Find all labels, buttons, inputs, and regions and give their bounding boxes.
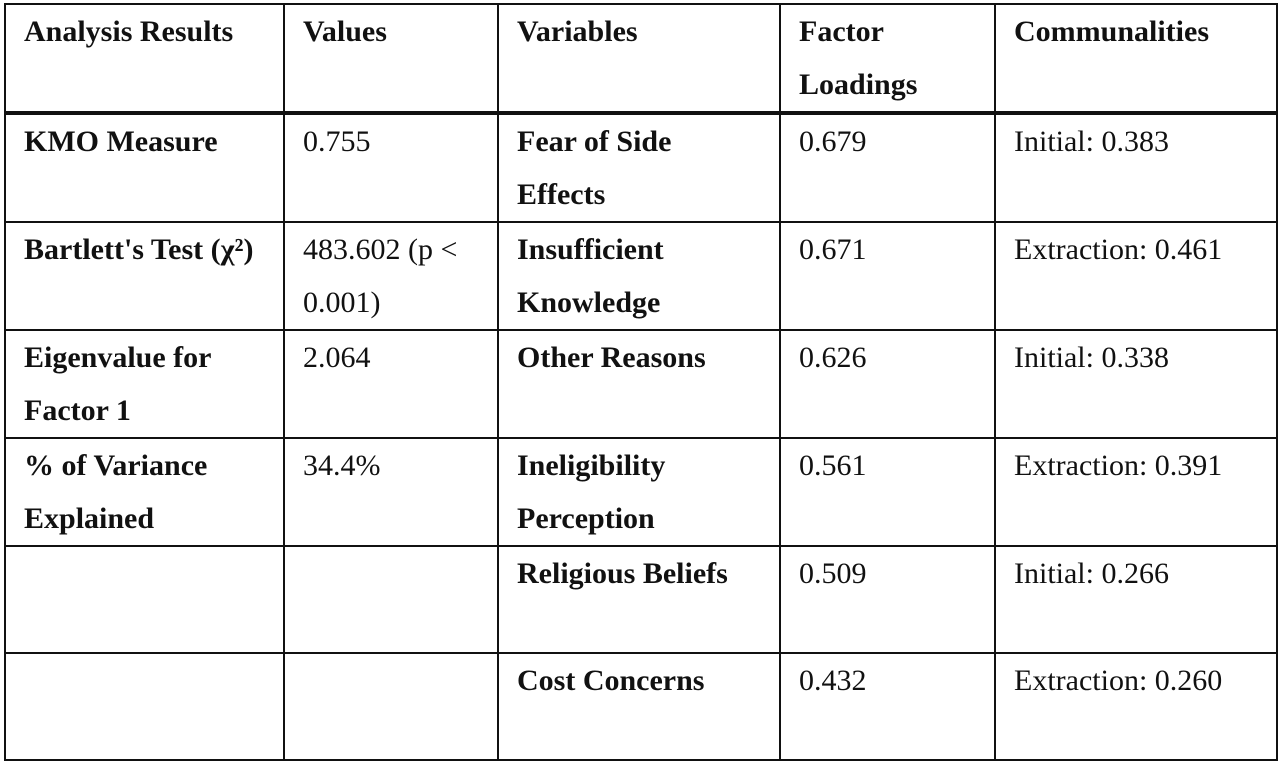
- header-cell: Communalities: [994, 3, 1278, 115]
- table-cell: Extraction: 0.391: [994, 437, 1278, 547]
- table-cell: 0.671: [779, 221, 996, 331]
- table-body: KMO Measure 0.755 Fear of Side Effects 0.67…: [4, 112, 1278, 761]
- table-cell: Ineligibility Perception: [497, 437, 781, 547]
- results-table: Analysis Results Values Variables Factor Lo…: [4, 3, 1278, 761]
- table-cell: Initial: 0.266: [994, 545, 1278, 654]
- table-cell: Other Reasons: [497, 329, 781, 439]
- table-row: Eigenvalue for Factor 1 2.064 Other Reason…: [4, 329, 1278, 439]
- table-cell: Cost Concerns: [497, 652, 781, 761]
- header-row: Analysis Results Values Variables Factor Lo…: [4, 3, 1278, 115]
- table-cell: % of Variance Explained: [4, 437, 285, 547]
- header-cell: Variables: [497, 3, 781, 115]
- table-cell: Bartlett's Test (χ²): [4, 221, 285, 331]
- table-cell: Initial: 0.338: [994, 329, 1278, 439]
- table-cell: Eigenvalue for Factor 1: [4, 329, 285, 439]
- table-cell: 0.509: [779, 545, 996, 654]
- table-row: Bartlett's Test (χ²) 483.602 (p < 0.001) I…: [4, 221, 1278, 331]
- header-cell: Factor Loadings: [779, 3, 996, 115]
- table-cell: 483.602 (p < 0.001): [283, 221, 499, 331]
- table-cell: 0.755: [283, 112, 499, 223]
- table-cell: KMO Measure: [4, 112, 285, 223]
- table-cell: Fear of Side Effects: [497, 112, 781, 223]
- table-cell: 2.064: [283, 329, 499, 439]
- table-cell: 0.679: [779, 112, 996, 223]
- table-cell: [283, 652, 499, 761]
- table-cell: [4, 652, 285, 761]
- header-cell: Analysis Results: [4, 3, 285, 115]
- table-cell: Religious Beliefs: [497, 545, 781, 654]
- header-cell: Values: [283, 3, 499, 115]
- table-row: KMO Measure 0.755 Fear of Side Effects 0.67…: [4, 112, 1278, 223]
- table-row: % of Variance Explained 34.4% Ineligibilit…: [4, 437, 1278, 547]
- table-row: Religious Beliefs 0.509 Initial: 0.266: [4, 545, 1278, 654]
- table-cell: Insufficient Knowledge: [497, 221, 781, 331]
- table-cell: 0.561: [779, 437, 996, 547]
- table-cell: Extraction: 0.461: [994, 221, 1278, 331]
- table-cell: [4, 545, 285, 654]
- table-cell: 0.432: [779, 652, 996, 761]
- table-row: Cost Concerns 0.432 Extraction: 0.260: [4, 652, 1278, 761]
- table-cell: 34.4%: [283, 437, 499, 547]
- table-cell: 0.626: [779, 329, 996, 439]
- table-cell: Initial: 0.383: [994, 112, 1278, 223]
- table-cell: Extraction: 0.260: [994, 652, 1278, 761]
- table-cell: [283, 545, 499, 654]
